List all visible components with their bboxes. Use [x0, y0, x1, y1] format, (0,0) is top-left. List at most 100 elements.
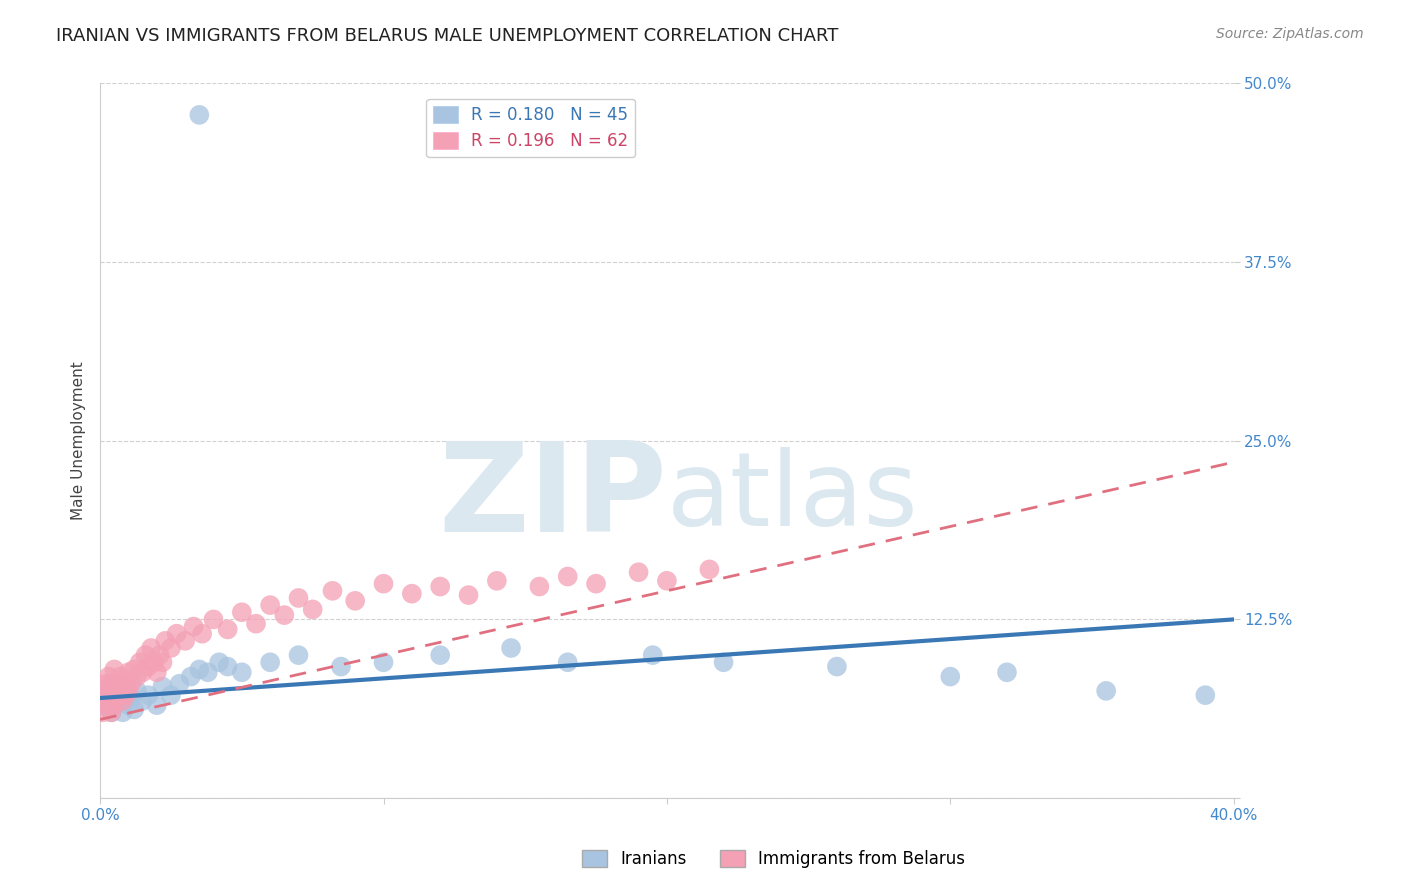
Point [111, 694, 134, 708]
Point [529, 580, 551, 594]
Point [120, 691, 142, 706]
Point [114, 688, 136, 702]
Point [91, 706, 114, 720]
Text: IRANIAN VS IMMIGRANTS FROM BELARUS MALE UNEMPLOYMENT CORRELATION CHART: IRANIAN VS IMMIGRANTS FROM BELARUS MALE … [56, 27, 838, 45]
Point [1194, 688, 1216, 702]
Point [259, 655, 281, 669]
Point [585, 576, 607, 591]
Point [136, 659, 159, 673]
Point [655, 574, 678, 588]
Point [94, 691, 117, 706]
Point [100, 677, 122, 691]
Point [97, 669, 120, 683]
Point [97, 694, 120, 708]
Point [1095, 684, 1118, 698]
Legend: Iranians, Immigrants from Belarus: Iranians, Immigrants from Belarus [575, 843, 972, 875]
Point [97, 698, 120, 713]
Point [125, 669, 148, 683]
Point [120, 677, 142, 691]
Point [108, 694, 131, 708]
Point [231, 605, 253, 619]
Point [231, 665, 253, 680]
Point [557, 655, 579, 669]
Point [627, 566, 650, 580]
Point [94, 677, 117, 691]
Legend: R = 0.180   N = 45, R = 0.196   N = 62: R = 0.180 N = 45, R = 0.196 N = 62 [426, 99, 636, 157]
Point [131, 694, 153, 708]
Point [136, 688, 159, 702]
Point [108, 669, 131, 683]
Point [103, 684, 125, 698]
Point [152, 655, 174, 669]
Point [94, 684, 117, 698]
Point [111, 706, 134, 720]
Point [825, 659, 848, 673]
Point [103, 698, 125, 713]
Point [128, 655, 150, 669]
Point [169, 677, 191, 691]
Point [103, 698, 125, 713]
Point [699, 562, 721, 576]
Point [100, 706, 122, 720]
Text: Source: ZipAtlas.com: Source: ZipAtlas.com [1216, 27, 1364, 41]
Point [100, 691, 122, 706]
Point [457, 588, 479, 602]
Point [429, 580, 451, 594]
Point [174, 633, 197, 648]
Point [202, 612, 225, 626]
Point [429, 648, 451, 662]
Point [208, 655, 231, 669]
Point [301, 602, 323, 616]
Point [217, 623, 239, 637]
Point [499, 640, 522, 655]
Point [105, 691, 128, 706]
Text: ZIP: ZIP [439, 437, 666, 558]
Point [122, 662, 145, 676]
Point [287, 648, 309, 662]
Point [125, 684, 148, 698]
Point [105, 677, 128, 691]
Point [557, 569, 579, 583]
Point [344, 594, 367, 608]
Point [149, 648, 172, 662]
Point [117, 665, 139, 680]
Point [114, 680, 136, 694]
Point [97, 688, 120, 702]
Point [330, 659, 353, 673]
Y-axis label: Male Unemployment: Male Unemployment [72, 361, 86, 520]
Point [188, 662, 211, 676]
Point [91, 698, 114, 713]
Point [131, 665, 153, 680]
Point [146, 665, 169, 680]
Point [197, 665, 219, 680]
Point [401, 587, 423, 601]
Point [155, 633, 177, 648]
Point [152, 680, 174, 694]
Point [108, 688, 131, 702]
Point [217, 659, 239, 673]
Point [117, 684, 139, 698]
Point [188, 108, 211, 122]
Point [373, 655, 395, 669]
Point [143, 655, 166, 669]
Point [91, 694, 114, 708]
Point [105, 684, 128, 698]
Point [273, 608, 295, 623]
Point [641, 648, 664, 662]
Point [485, 574, 508, 588]
Point [111, 680, 134, 694]
Point [97, 684, 120, 698]
Point [100, 706, 122, 720]
Point [103, 691, 125, 706]
Point [259, 598, 281, 612]
Point [180, 669, 202, 683]
Point [191, 626, 214, 640]
Point [995, 665, 1018, 680]
Point [108, 688, 131, 702]
Point [117, 698, 139, 713]
Point [103, 662, 125, 676]
Point [105, 677, 128, 691]
Point [146, 698, 169, 713]
Point [134, 648, 156, 662]
Point [160, 640, 183, 655]
